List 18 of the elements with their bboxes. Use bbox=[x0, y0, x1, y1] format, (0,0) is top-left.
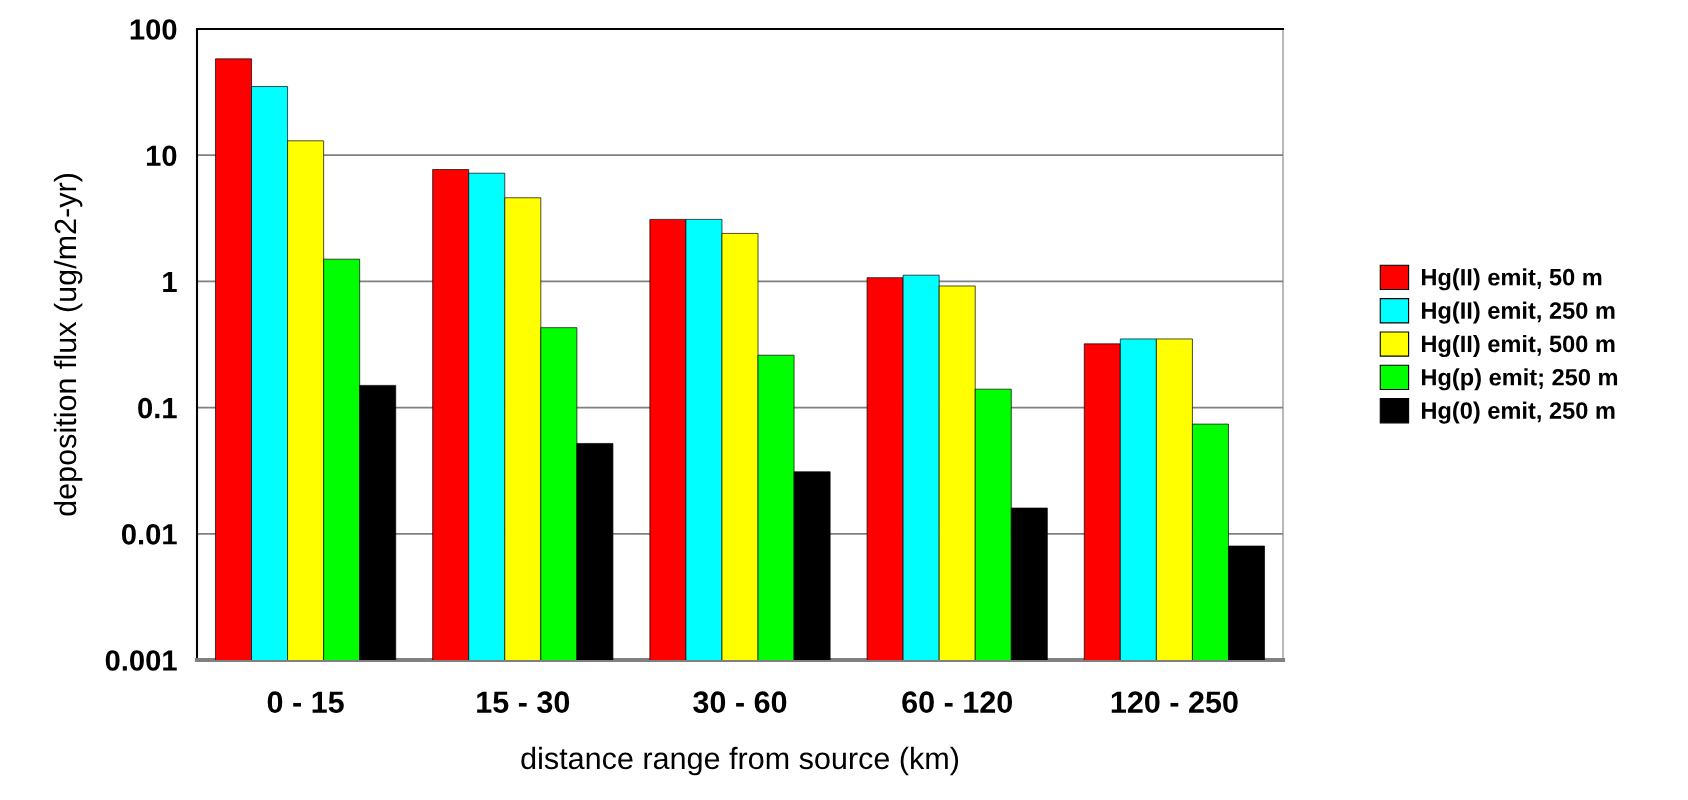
y-tick-label: 100 bbox=[130, 19, 177, 40]
x-tick-label: 0 - 15 bbox=[267, 691, 344, 713]
y-tick-label: 0.01 bbox=[121, 524, 177, 545]
x-tick-label: 30 - 60 bbox=[693, 691, 787, 714]
legend-label: Hg(II) emit, 50 m bbox=[1421, 268, 1602, 291]
x-tick-label: 15 - 30 bbox=[477, 691, 570, 714]
y-tick-label: 0.1 bbox=[138, 397, 177, 419]
x-axis-title: distance range from source (km) bbox=[521, 746, 959, 776]
y-tick-label: 1 bbox=[163, 271, 177, 292]
y-tick-label: 0.001 bbox=[105, 650, 177, 671]
y-tick-label: 10 bbox=[146, 145, 177, 167]
legend-label: Hg(p) emit; 250 m bbox=[1421, 368, 1618, 391]
x-tick-label: 120 - 250 bbox=[1111, 691, 1238, 713]
x-tick-label: 60 - 120 bbox=[902, 691, 1013, 713]
legend-label: Hg(II) emit, 500 m bbox=[1421, 334, 1615, 358]
y-axis-title: deposition flux (ug/m2-yr) bbox=[53, 174, 83, 516]
legend-label: Hg(0) emit, 250 m bbox=[1421, 401, 1615, 424]
legend-label: Hg(II) emit, 250 m bbox=[1421, 301, 1615, 324]
